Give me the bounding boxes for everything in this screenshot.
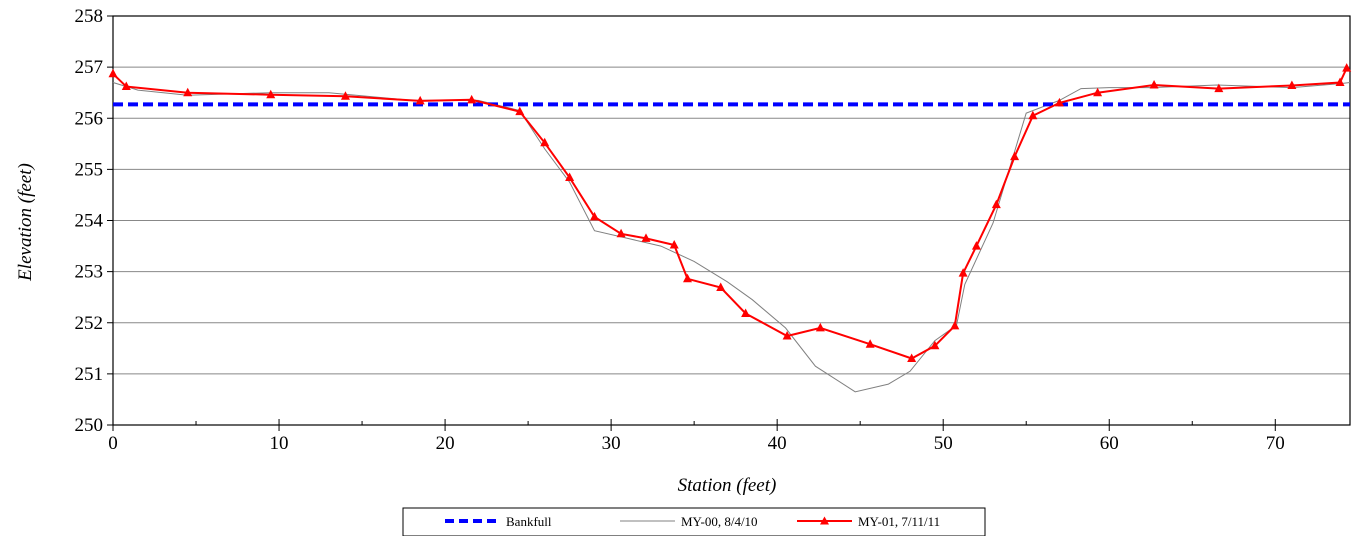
x-tick-label: 70 bbox=[1266, 433, 1285, 454]
legend: Bankfull MY-00, 8/4/10 MY-01, 7/11/11 bbox=[402, 507, 986, 536]
data-point-marker bbox=[1214, 83, 1224, 93]
data-point-marker bbox=[1149, 80, 1159, 89]
y-tick-label: 256 bbox=[75, 108, 104, 129]
series-line-2 bbox=[112, 67, 1348, 360]
data-point-marker bbox=[108, 68, 118, 78]
data-point-marker bbox=[1287, 80, 1297, 90]
data-point-marker bbox=[930, 340, 940, 350]
axes: 250 251 252 253 254 255 256 257 258 0 10 20 30 40 50 60… bbox=[75, 6, 1285, 454]
data-point-marker bbox=[467, 94, 477, 104]
x-tick-label: 50 bbox=[934, 433, 953, 454]
data-point-marker bbox=[716, 282, 726, 291]
gridlines bbox=[113, 66, 1350, 375]
y-tick-label: 258 bbox=[75, 6, 104, 27]
x-tick-label: 20 bbox=[436, 433, 455, 454]
x-tick-label: 0 bbox=[108, 433, 118, 454]
data-point-marker bbox=[121, 81, 131, 91]
data-point-marker bbox=[1335, 77, 1345, 86]
y-tick-label: 252 bbox=[75, 313, 104, 334]
y-tick-label: 255 bbox=[75, 159, 104, 180]
data-point-marker bbox=[415, 95, 425, 105]
data-point-marker bbox=[865, 339, 875, 348]
data-point-marker bbox=[741, 308, 751, 318]
data-point-marker bbox=[682, 273, 692, 283]
data-point-marker bbox=[1028, 110, 1038, 120]
data-point-marker bbox=[616, 228, 626, 238]
data-point-marker bbox=[907, 353, 917, 363]
data-point-marker bbox=[815, 322, 825, 332]
data-point-marker bbox=[565, 172, 575, 182]
data-point-marker bbox=[515, 106, 525, 116]
data-point-marker bbox=[991, 199, 1001, 209]
data-point-marker bbox=[1342, 63, 1352, 72]
data-point-marker bbox=[641, 233, 651, 242]
y-tick-label: 254 bbox=[75, 211, 104, 232]
series-layer bbox=[108, 63, 1352, 393]
legend-marker-my01 bbox=[820, 516, 829, 525]
data-point-marker bbox=[1093, 87, 1103, 97]
data-point-marker bbox=[266, 89, 276, 99]
y-axis-title: Elevation (feet) bbox=[15, 163, 36, 282]
x-tick-label: 30 bbox=[602, 433, 621, 454]
data-point-marker bbox=[950, 320, 960, 330]
data-point-marker bbox=[669, 240, 679, 249]
data-point-marker bbox=[340, 91, 350, 100]
x-tick-label: 40 bbox=[768, 433, 787, 454]
data-point-marker bbox=[590, 211, 600, 221]
data-point-marker bbox=[1054, 97, 1064, 107]
legend-label-my00: MY-00, 8/4/10 bbox=[681, 514, 758, 529]
legend-label-bankfull: Bankfull bbox=[506, 514, 552, 529]
legend-label-my01: MY-01, 7/11/11 bbox=[858, 514, 940, 529]
x-axis-title: Station (feet) bbox=[678, 475, 777, 496]
data-point-marker bbox=[971, 241, 981, 250]
data-point-marker bbox=[540, 137, 550, 147]
legend-box bbox=[402, 507, 986, 536]
x-tick-label: 10 bbox=[270, 433, 289, 454]
y-tick-label: 257 bbox=[75, 57, 104, 78]
series-line-1 bbox=[112, 82, 1351, 393]
data-point-marker bbox=[183, 87, 193, 97]
x-tick-label: 60 bbox=[1100, 433, 1119, 454]
data-point-marker bbox=[1010, 151, 1020, 161]
y-tick-label: 251 bbox=[75, 364, 104, 385]
y-tick-label: 250 bbox=[75, 415, 104, 436]
y-tick-label: 253 bbox=[75, 262, 104, 283]
data-point-marker bbox=[958, 268, 968, 277]
data-point-marker bbox=[782, 331, 792, 340]
